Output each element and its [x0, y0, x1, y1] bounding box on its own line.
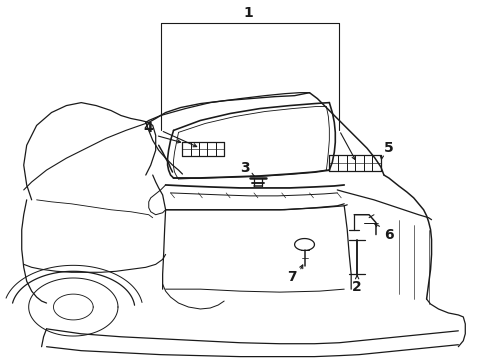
- Text: 3: 3: [240, 161, 250, 175]
- Text: 6: 6: [384, 228, 393, 242]
- Text: 2: 2: [352, 280, 362, 294]
- Text: 4: 4: [144, 121, 154, 135]
- Text: 1: 1: [243, 6, 253, 20]
- Text: 7: 7: [287, 270, 296, 284]
- Text: 5: 5: [384, 141, 394, 155]
